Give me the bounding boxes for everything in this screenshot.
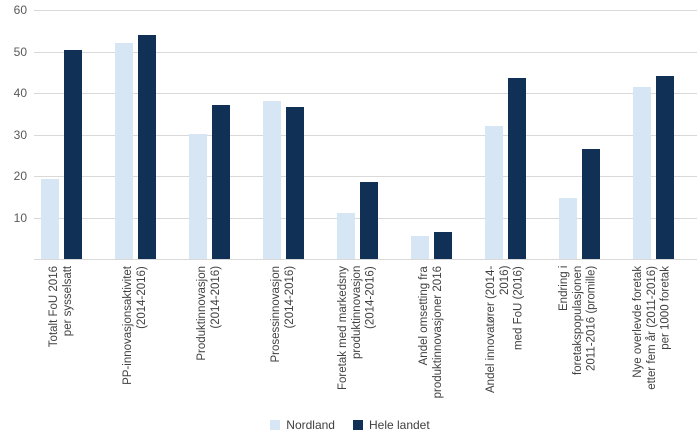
x-axis-label-slot: Prosessinnovasjon (2014-2016) <box>247 266 321 418</box>
gridline <box>34 134 697 136</box>
x-axis-labels: Totalt FoU 2016 per sysselsatt PP-innovas… <box>25 266 690 418</box>
bar-hele-landet <box>360 182 378 259</box>
x-axis-label-slot: Nye overlevde foretak etter fem år (2011… <box>616 266 690 418</box>
legend-label: Nordland <box>286 418 335 432</box>
y-axis-tick-label: 10 <box>13 210 27 225</box>
bar-nordland <box>337 213 355 259</box>
bar-group <box>542 10 616 259</box>
legend-swatch-icon <box>352 420 363 430</box>
gridline <box>34 10 697 11</box>
bar-group <box>321 10 395 259</box>
x-axis-label: Produktinnovasjon (2014-2016) <box>195 266 222 361</box>
bar-hele-landet <box>581 149 600 259</box>
y-axis-tick-label: 60 <box>13 3 27 17</box>
x-axis-label-slot: Totalt FoU 2016 per sysselsatt <box>25 266 99 418</box>
bar-hele-landet <box>655 76 674 259</box>
plot-area <box>25 10 690 259</box>
bar-group <box>468 10 542 259</box>
x-axis-label-slot: Endring i foretakspopulasjonen 2011-2016… <box>542 266 616 418</box>
bar-nordland <box>41 179 60 259</box>
x-axis-label: Prosessinnovasjon (2014-2016) <box>269 266 296 363</box>
x-axis-label-slot: Andel omsetting fra produktinnovasjoner … <box>394 266 468 418</box>
bar-group <box>247 10 321 259</box>
bar-group <box>99 10 173 259</box>
x-axis-label: PP-innovasjonsaktivitet (2014-2016) <box>122 266 148 385</box>
x-axis-label-slot: Foretak med markedsny produktinnovasjon … <box>321 266 395 418</box>
legend-swatch-icon <box>270 420 281 430</box>
y-axis-tick-label: 50 <box>13 44 27 59</box>
gridline <box>34 176 697 177</box>
legend-item-nordland: Nordland <box>270 418 335 432</box>
x-axis-label: Totalt FoU 2016 per sysselsatt <box>48 266 74 348</box>
bar-group <box>394 10 468 259</box>
x-axis-label: Andel innovatører (2014-2016) med FoU (2… <box>484 266 525 394</box>
bar-group <box>616 10 690 259</box>
y-axis-tick-label: 40 <box>13 86 27 100</box>
bar-hele-landet <box>286 107 305 259</box>
legend-item-hele-landet: Hele landet <box>352 418 430 432</box>
bar-nordland <box>632 87 651 259</box>
x-axis-label: Andel omsetting fra produktinnovasjoner … <box>417 266 444 399</box>
bar-nordland <box>189 134 208 259</box>
legend-label: Hele landet <box>368 418 430 432</box>
bar-nordland <box>410 236 429 259</box>
bar-group <box>173 10 247 259</box>
bar-nordland <box>115 43 134 259</box>
x-axis-label: Nye overlevde foretak etter fem år (2011… <box>632 266 672 390</box>
legend: Nordland Hele landet <box>0 418 700 432</box>
bar-hele-landet <box>64 50 83 259</box>
x-axis-label-slot: Produktinnovasjon (2014-2016) <box>173 266 247 418</box>
gridline <box>34 93 697 94</box>
x-axis-label: Foretak med markedsny produktinnovasjon … <box>336 266 377 390</box>
y-axis-tick-label: 20 <box>13 169 27 183</box>
x-axis-label-slot: Andel innovatører (2014-2016) med FoU (2… <box>468 266 542 418</box>
bar-nordland <box>558 198 577 259</box>
bar-hele-landet <box>433 232 452 259</box>
bar-nordland <box>263 101 282 259</box>
bar-hele-landet <box>212 105 231 259</box>
gridline <box>34 51 697 53</box>
x-axis-label-slot: PP-innovasjonsaktivitet (2014-2016) <box>99 266 173 418</box>
bar-group <box>25 10 99 259</box>
x-axis-label: Endring i foretakspopulasjonen 2011-2016… <box>558 266 599 376</box>
y-axis-tick-label: 30 <box>13 127 27 142</box>
bar-nordland <box>484 126 503 259</box>
bar-hele-landet <box>138 35 157 259</box>
bar-hele-landet <box>507 78 526 259</box>
x-axis-baseline <box>34 259 697 260</box>
